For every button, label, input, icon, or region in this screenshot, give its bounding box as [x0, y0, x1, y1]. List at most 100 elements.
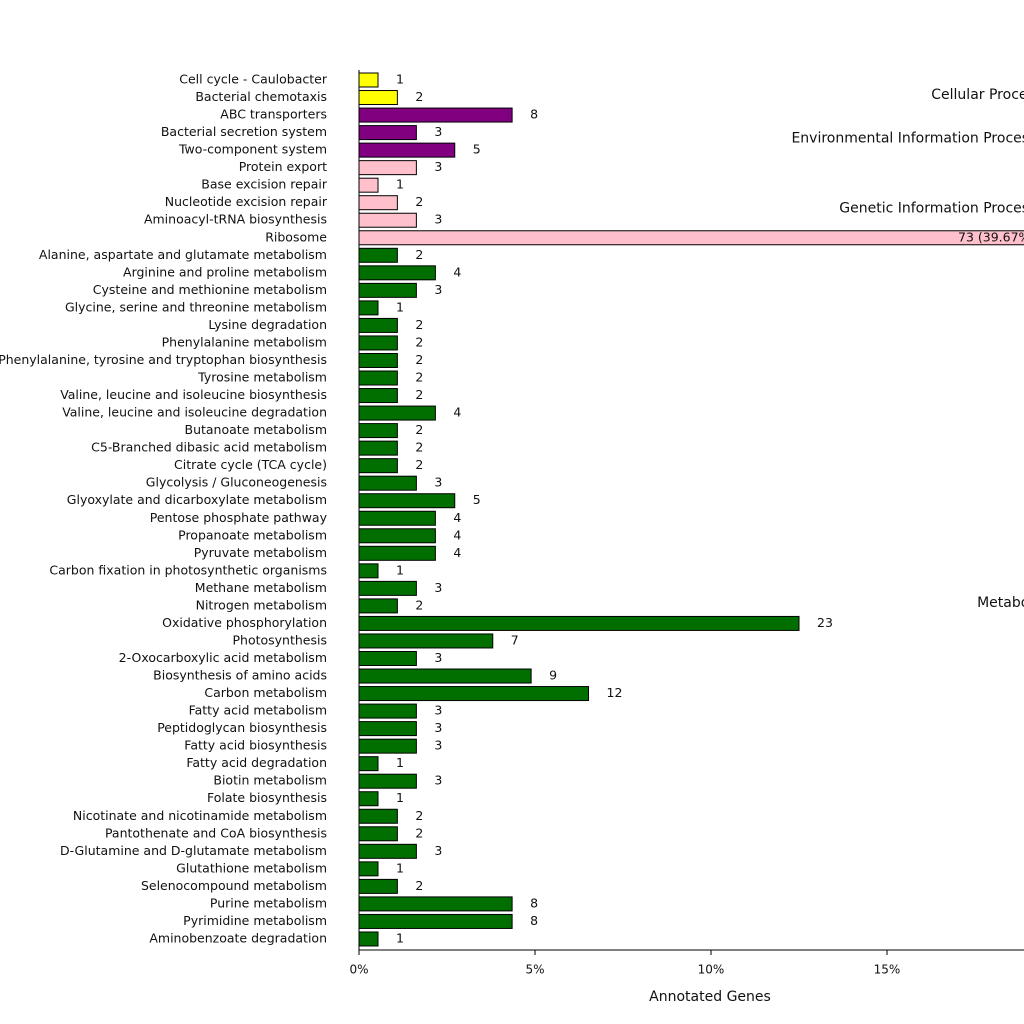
bar	[358, 615, 800, 631]
bar	[358, 721, 417, 737]
bar	[358, 703, 417, 719]
bar	[358, 633, 494, 649]
count-label: 4	[453, 405, 461, 420]
category-label: Cysteine and methionine metabolism	[93, 282, 327, 297]
count-label: 5	[473, 142, 481, 157]
category-label: Nitrogen metabolism	[196, 597, 327, 612]
count-label: 73 (39.67%)	[958, 229, 1024, 244]
x-tick-label: 10%	[698, 963, 725, 977]
count-label: 2	[415, 317, 423, 332]
x-tick-label: 0%	[349, 963, 368, 977]
bar	[358, 686, 590, 702]
bar	[358, 160, 417, 176]
category-label: Photosynthesis	[232, 632, 327, 647]
category-label: Methane metabolism	[195, 580, 327, 595]
bar	[358, 668, 532, 684]
bar	[358, 878, 398, 894]
bar	[358, 125, 417, 141]
bar	[358, 808, 398, 824]
bar	[358, 475, 417, 491]
category-label: Nucleotide excision repair	[165, 194, 328, 209]
category-label: Phenylalanine, tyrosine and tryptophan b…	[0, 352, 327, 367]
category-label: Carbon fixation in photosynthetic organi…	[49, 562, 327, 577]
count-label: 2	[415, 597, 423, 612]
bar	[358, 598, 398, 614]
count-label: 2	[415, 247, 423, 262]
category-label: Aminobenzoate degradation	[149, 930, 327, 945]
category-label: Folate biosynthesis	[207, 790, 327, 805]
count-label: 12	[607, 685, 623, 700]
category-label: Nicotinate and nicotinamide metabolism	[73, 808, 327, 823]
category-label: ABC transporters	[220, 107, 327, 122]
bar	[358, 423, 398, 439]
count-label: 7	[511, 632, 519, 647]
category-label: Citrate cycle (TCA cycle)	[174, 457, 327, 472]
category-label: Fatty acid degradation	[186, 755, 327, 770]
count-label: 23	[817, 615, 833, 630]
bar	[358, 177, 379, 193]
count-label: 3	[434, 773, 442, 788]
count-label: 3	[434, 720, 442, 735]
bar	[358, 265, 436, 281]
bar	[358, 738, 417, 754]
category-label: Glycolysis / Gluconeogenesis	[146, 475, 327, 490]
bar	[358, 458, 398, 474]
category-label: Pantothenate and CoA biosynthesis	[105, 825, 327, 840]
bar	[358, 107, 513, 123]
category-label: Phenylalanine metabolism	[162, 334, 327, 349]
count-label: 5	[473, 492, 481, 507]
category-label: Glutathione metabolism	[176, 860, 327, 875]
count-label: 3	[434, 843, 442, 858]
category-label: Bacterial chemotaxis	[195, 89, 327, 104]
count-label: 2	[415, 352, 423, 367]
bar	[358, 90, 398, 106]
x-tick-label: 5%	[525, 963, 544, 977]
category-label: Glycine, serine and threonine metabolism	[65, 299, 327, 314]
count-label: 1	[396, 790, 404, 805]
category-label: Fatty acid biosynthesis	[184, 738, 327, 753]
bar	[358, 72, 379, 88]
x-tick-label: 15%	[874, 963, 901, 977]
bar	[358, 247, 398, 263]
count-label: 8	[530, 913, 538, 928]
count-label: 1	[396, 177, 404, 192]
count-label: 4	[453, 527, 461, 542]
count-label: 4	[453, 264, 461, 279]
bar	[358, 791, 379, 807]
category-label: Butanoate metabolism	[185, 422, 328, 437]
category-label: Biosynthesis of amino acids	[153, 668, 327, 683]
bar	[358, 896, 513, 912]
bar	[358, 212, 417, 228]
bar	[358, 913, 513, 929]
bar	[358, 510, 436, 526]
category-label: Cell cycle - Caulobacter	[179, 72, 328, 87]
count-label: 9	[549, 668, 557, 683]
bar	[358, 388, 398, 404]
bar	[358, 300, 379, 316]
count-label: 3	[434, 159, 442, 174]
bar	[358, 931, 379, 947]
bar	[358, 528, 436, 544]
category-label: Pyruvate metabolism	[194, 545, 327, 560]
category-label: C5-Branched dibasic acid metabolism	[91, 440, 327, 455]
bar	[358, 545, 436, 561]
group-label: Cellular Processes	[931, 87, 1024, 103]
count-label: 2	[415, 334, 423, 349]
category-label: Arginine and proline metabolism	[123, 264, 327, 279]
count-label: 3	[434, 475, 442, 490]
count-label: 2	[415, 422, 423, 437]
category-label: Carbon metabolism	[204, 685, 327, 700]
bar	[358, 843, 417, 859]
category-label: D-Glutamine and D-glutamate metabolism	[60, 843, 327, 858]
count-label: 8	[530, 107, 538, 122]
bar	[358, 650, 417, 666]
count-label: 1	[396, 930, 404, 945]
category-label: Two-component system	[178, 142, 327, 157]
category-label: Lysine degradation	[208, 317, 327, 332]
bar	[358, 370, 398, 386]
category-label: Peptidoglycan biosynthesis	[157, 720, 327, 735]
category-label: Fatty acid metabolism	[189, 703, 327, 718]
group-label: Genetic Information Processing	[839, 201, 1024, 217]
